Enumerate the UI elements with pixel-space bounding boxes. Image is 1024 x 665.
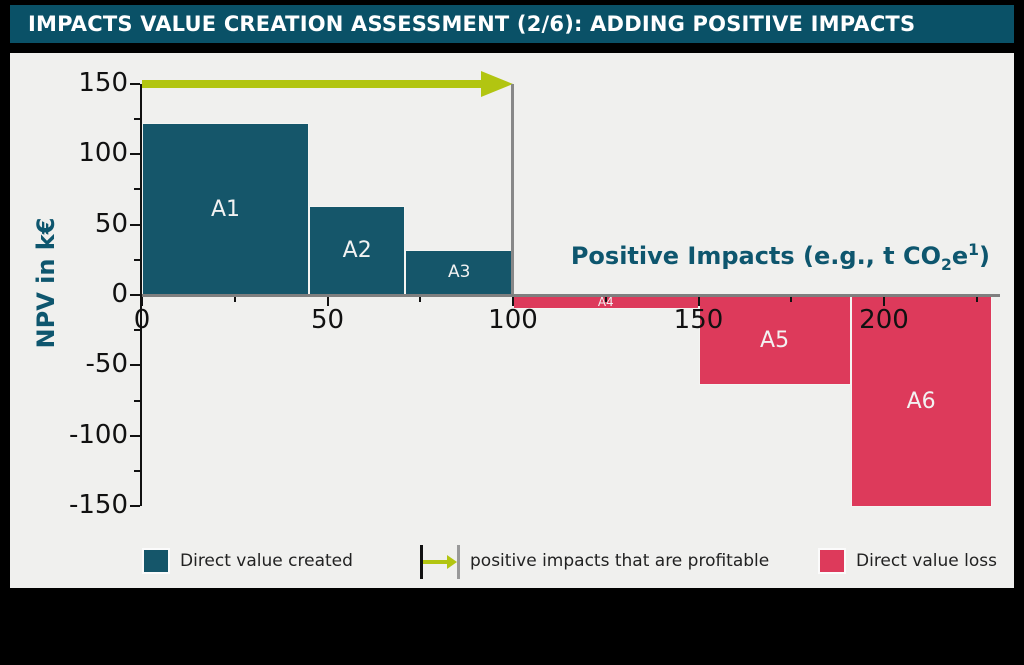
y-major-tick	[130, 153, 140, 156]
legend-label-direct-value-created: Direct value created	[180, 551, 353, 571]
y-tick-label: 150	[78, 67, 128, 98]
bar-label-A2: A2	[342, 238, 372, 264]
profitable-impacts-arrow-head	[481, 70, 513, 97]
x-tick-label: 150	[673, 305, 724, 335]
profit-arrow-head-icon	[447, 555, 457, 569]
bar-A2: A2	[308, 206, 406, 295]
bar-label-A6: A6	[906, 388, 936, 414]
y-major-tick	[130, 364, 140, 367]
legend-label-profitable-impacts: positive impacts that are profitable	[470, 551, 770, 571]
x-major-tick	[512, 297, 514, 306]
arrow-end-drop-line	[511, 83, 514, 295]
y-minor-tick	[134, 118, 140, 121]
x-tick-label: 0	[133, 305, 151, 335]
bar-label-A4: A4	[597, 295, 614, 310]
x-minor-tick	[233, 297, 236, 302]
y-tick-label: 100	[78, 138, 128, 169]
y-tick-label: -150	[68, 490, 128, 520]
x-minor-tick	[790, 297, 793, 302]
y-minor-tick	[134, 258, 140, 261]
x-axis-spine	[142, 294, 1000, 297]
x-tick-label: 100	[488, 305, 538, 335]
y-major-tick	[130, 505, 140, 507]
y-minor-tick	[134, 188, 140, 191]
y-major-tick	[130, 82, 140, 85]
profitable-impacts-arrow	[142, 79, 481, 88]
y-major-tick	[130, 223, 140, 226]
x-tick-label: 50	[310, 305, 345, 335]
y-tick-label: -50	[85, 349, 128, 380]
x-major-tick	[883, 297, 885, 306]
bar-A1: A1	[142, 123, 309, 295]
x-minor-tick	[419, 297, 422, 302]
bar-label-A3: A3	[447, 262, 471, 283]
y-minor-tick	[134, 469, 140, 472]
x-tick-label: 200	[859, 305, 909, 335]
x-major-tick	[326, 297, 329, 306]
bar-label-A5: A5	[760, 327, 790, 353]
x-major-tick	[141, 297, 143, 306]
y-minor-tick	[134, 329, 140, 332]
bar-A5: A5	[698, 295, 851, 386]
x-minor-tick	[975, 297, 978, 302]
x-axis-title: Positive Impacts (e.g., t CO2e1)	[570, 241, 990, 274]
x-minor-tick	[604, 297, 607, 302]
arrow-end-line-icon	[457, 545, 460, 579]
y-major-tick	[130, 434, 140, 437]
y-minor-tick	[134, 399, 140, 402]
bar-A6: A6	[850, 295, 992, 508]
profit-arrow-icon	[423, 560, 447, 564]
arrow-start-line-icon	[420, 545, 423, 579]
legend-label-direct-value-loss: Direct value loss	[856, 551, 997, 571]
bar-chart: NPV in k€ Positive Impacts (e.g., t CO2e…	[10, 53, 1014, 588]
legend-swatch-direct-value-loss	[818, 548, 846, 574]
y-tick-label: 50	[94, 208, 128, 239]
y-tick-label: -100	[68, 419, 128, 450]
chart-panel: NPV in k€ Positive Impacts (e.g., t CO2e…	[10, 53, 1014, 588]
legend-swatch-direct-value-created	[142, 548, 170, 574]
title-bar: IMPACTS VALUE CREATION ASSESSMENT (2/6):…	[10, 5, 1014, 43]
y-tick-label: 0	[111, 279, 128, 309]
x-major-tick	[697, 297, 700, 306]
page-title: IMPACTS VALUE CREATION ASSESSMENT (2/6):…	[28, 12, 916, 36]
bar-label-A1: A1	[210, 196, 240, 222]
y-axis-spine	[140, 83, 142, 506]
bar-A3: A3	[405, 249, 513, 295]
y-major-tick	[130, 294, 140, 296]
